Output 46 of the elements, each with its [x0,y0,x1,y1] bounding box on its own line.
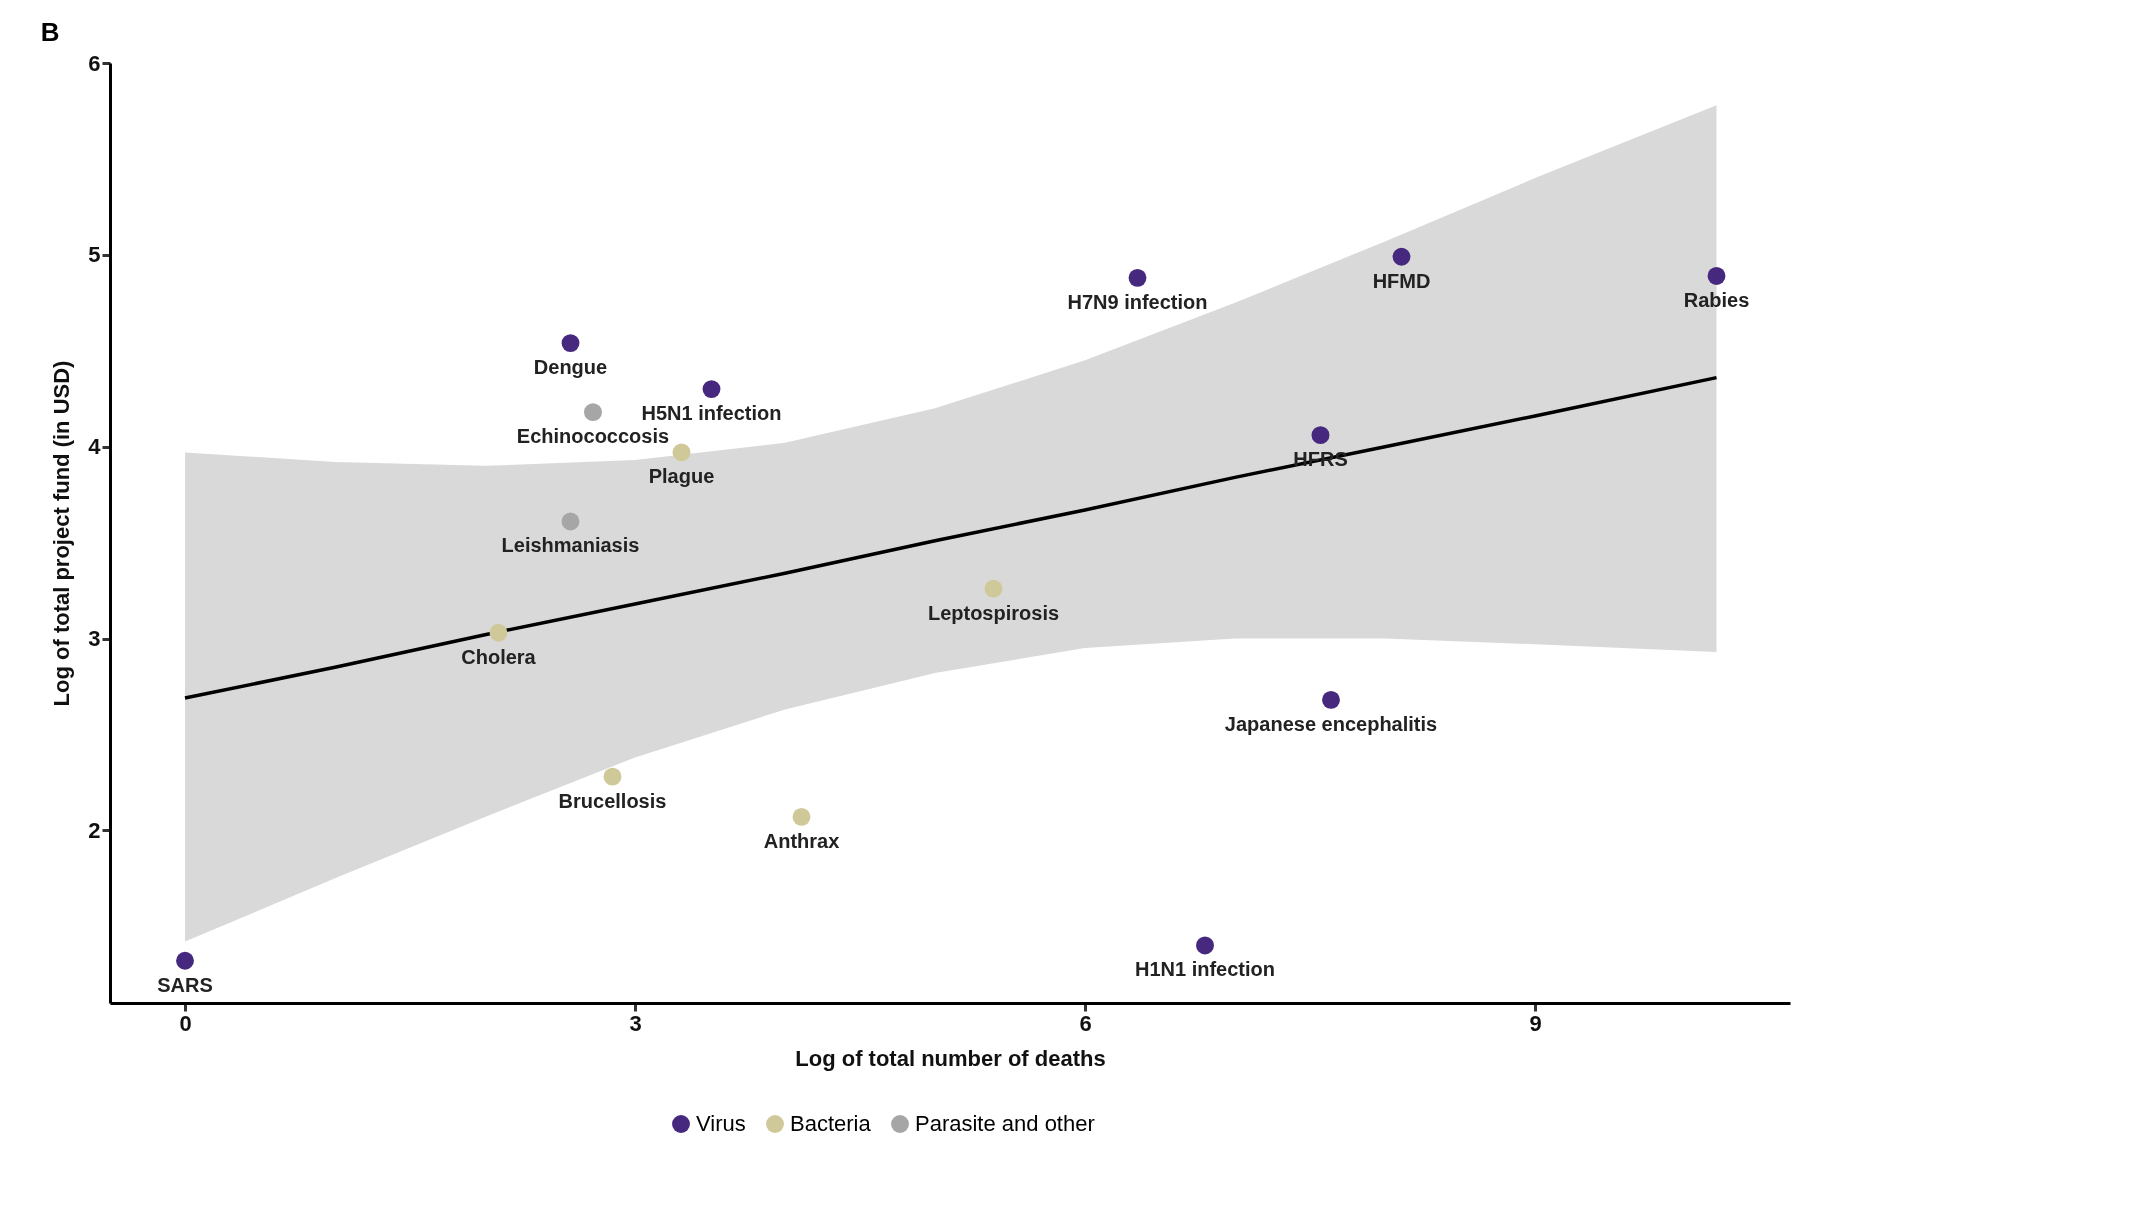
annotation: Dengue [533,356,608,379]
point [702,380,721,399]
x-tick-label: 0 [179,1010,192,1036]
annotation: H7N9 infection [1067,290,1208,313]
x-tick-label: 3 [629,1010,642,1036]
point [489,623,508,642]
legend-label: Virus [696,1111,746,1136]
point [1707,267,1726,285]
annotation: Rabies [1683,288,1750,311]
x-axis-title: Log of total number of deaths [795,1045,1106,1071]
point [984,579,1003,598]
point [1392,247,1411,266]
point [1311,426,1330,445]
point [792,807,811,826]
annotation: SARS [157,973,213,996]
point [561,512,580,531]
point [584,403,602,422]
x-tick-label: 6 [1079,1010,1092,1036]
annotation: Leishmaniasis [501,534,640,557]
point [672,443,691,462]
chart-title: B [40,17,60,47]
legend-label: Bacteria [790,1111,872,1136]
annotation: Echinococcosis [516,425,670,448]
annotation: Brucellosis [558,789,667,812]
y-tick-label: 5 [88,242,101,268]
point [1196,936,1214,955]
annotation: Anthrax [763,829,840,852]
annotation: Japanese encephalitis [1224,712,1438,735]
annotation: Leptospirosis [927,601,1060,624]
point [603,767,622,786]
annotation: Plague [648,465,715,488]
point [1128,268,1147,287]
point [176,951,194,970]
annotation: H5N1 infection [641,402,782,425]
y-axis-title: Log of total project fund (in USD) [49,360,75,707]
y-tick-label: 3 [88,626,101,652]
annotation: H1N1 infection [1134,958,1276,981]
y-tick-label: 4 [88,434,102,460]
point [1322,690,1340,709]
point [561,334,580,353]
annotation: HFMD [1372,269,1431,292]
annotation: Cholera [461,645,537,668]
y-tick-label: 2 [88,817,101,843]
x-tick-label: 9 [1529,1010,1542,1036]
y-tick-label: 6 [88,50,101,76]
legend-label: Parasite and other [915,1111,1095,1136]
